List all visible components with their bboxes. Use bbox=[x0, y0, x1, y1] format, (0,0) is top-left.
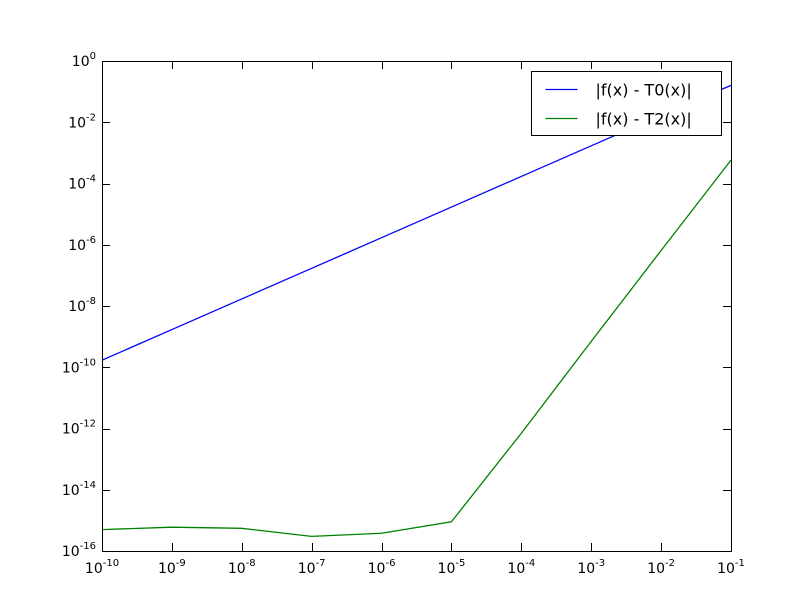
x-tick-exponent: -4 bbox=[525, 558, 535, 569]
x-tick-exponent: -7 bbox=[316, 558, 326, 569]
x-tick-labels: 10-10 10-9 10-8 10-7 10-6 10-5 10-4 10-3 10-2 10-… bbox=[85, 558, 745, 577]
legend-label-1: |f(x) - T0(x)| bbox=[596, 81, 692, 100]
x-tick-label: 10-9 bbox=[158, 558, 186, 577]
y-tick-label: 10-14 bbox=[62, 480, 96, 499]
x-tick-label: 10-5 bbox=[438, 558, 466, 577]
x-tick-label: 10-10 bbox=[85, 558, 119, 577]
legend-label-2: |f(x) - T2(x)| bbox=[596, 110, 692, 129]
x-tick-base: 10 bbox=[577, 561, 595, 577]
x-tick-base: 10 bbox=[438, 561, 456, 577]
y-tick-exponent: -12 bbox=[80, 419, 96, 430]
x-tick-label: 10-6 bbox=[368, 558, 396, 577]
x-tick-label: 10-1 bbox=[717, 558, 745, 577]
y-tick-base: 10 bbox=[62, 544, 80, 560]
y-tick-exponent: -10 bbox=[80, 357, 96, 368]
x-tick-exponent: -10 bbox=[103, 558, 119, 569]
y-tick-base: 10 bbox=[62, 360, 80, 376]
y-tick-base: 10 bbox=[72, 54, 90, 70]
legend-box bbox=[531, 71, 722, 136]
x-tick-base: 10 bbox=[507, 561, 525, 577]
y-tick-exponent: -16 bbox=[80, 541, 96, 552]
x-tick-base: 10 bbox=[158, 561, 176, 577]
y-tick-base: 10 bbox=[68, 177, 86, 193]
x-tick-exponent: -3 bbox=[595, 558, 605, 569]
y-tick-label: 10-6 bbox=[68, 235, 96, 254]
x-tick-label: 10-8 bbox=[228, 558, 256, 577]
x-tick-base: 10 bbox=[85, 561, 103, 577]
y-tick-exponent: -14 bbox=[80, 480, 96, 491]
y-tick-base: 10 bbox=[68, 299, 86, 315]
y-tick-exponent: 0 bbox=[90, 51, 96, 62]
y-tick-base: 10 bbox=[68, 238, 86, 254]
y-tick-base: 10 bbox=[62, 483, 80, 499]
y-tick-label: 10-12 bbox=[62, 419, 96, 438]
x-tick-exponent: -6 bbox=[385, 558, 395, 569]
plot-area bbox=[102, 61, 731, 551]
x-tick-base: 10 bbox=[647, 561, 665, 577]
y-tick-label: 10-16 bbox=[62, 541, 96, 560]
y-tick-base: 10 bbox=[62, 422, 80, 438]
x-tick-exponent: -5 bbox=[455, 558, 465, 569]
y-tick-label: 10-4 bbox=[68, 174, 96, 193]
x-tick-exponent: -2 bbox=[665, 558, 675, 569]
x-tick-label: 10-7 bbox=[298, 558, 326, 577]
y-tick-base: 10 bbox=[68, 115, 86, 131]
x-tick-base: 10 bbox=[717, 561, 735, 577]
y-tick-label: 10-2 bbox=[68, 112, 96, 131]
y-tick-exponent: -6 bbox=[86, 235, 96, 246]
x-tick-base: 10 bbox=[368, 561, 386, 577]
x-tick-base: 10 bbox=[298, 561, 316, 577]
x-tick-label: 10-2 bbox=[647, 558, 675, 577]
x-tick-label: 10-4 bbox=[507, 558, 535, 577]
x-tick-exponent: -8 bbox=[246, 558, 256, 569]
series-line-2 bbox=[101, 159, 732, 538]
x-tick-exponent: -1 bbox=[735, 558, 745, 569]
x-tick-exponent: -9 bbox=[176, 558, 186, 569]
y-tick-exponent: -4 bbox=[86, 174, 96, 185]
x-tick-base: 10 bbox=[228, 561, 246, 577]
y-tick-exponent: -2 bbox=[86, 112, 96, 123]
x-tick-label: 10-3 bbox=[577, 558, 605, 577]
legend: |f(x) - T0(x)| |f(x) - T2(x)| bbox=[531, 71, 722, 136]
y-tick-label: 100 bbox=[72, 51, 96, 70]
y-tick-exponent: -8 bbox=[86, 296, 96, 307]
y-tick-label: 10-8 bbox=[68, 296, 96, 315]
y-tick-label: 10-10 bbox=[62, 357, 96, 376]
ticks-layer bbox=[102, 61, 732, 552]
